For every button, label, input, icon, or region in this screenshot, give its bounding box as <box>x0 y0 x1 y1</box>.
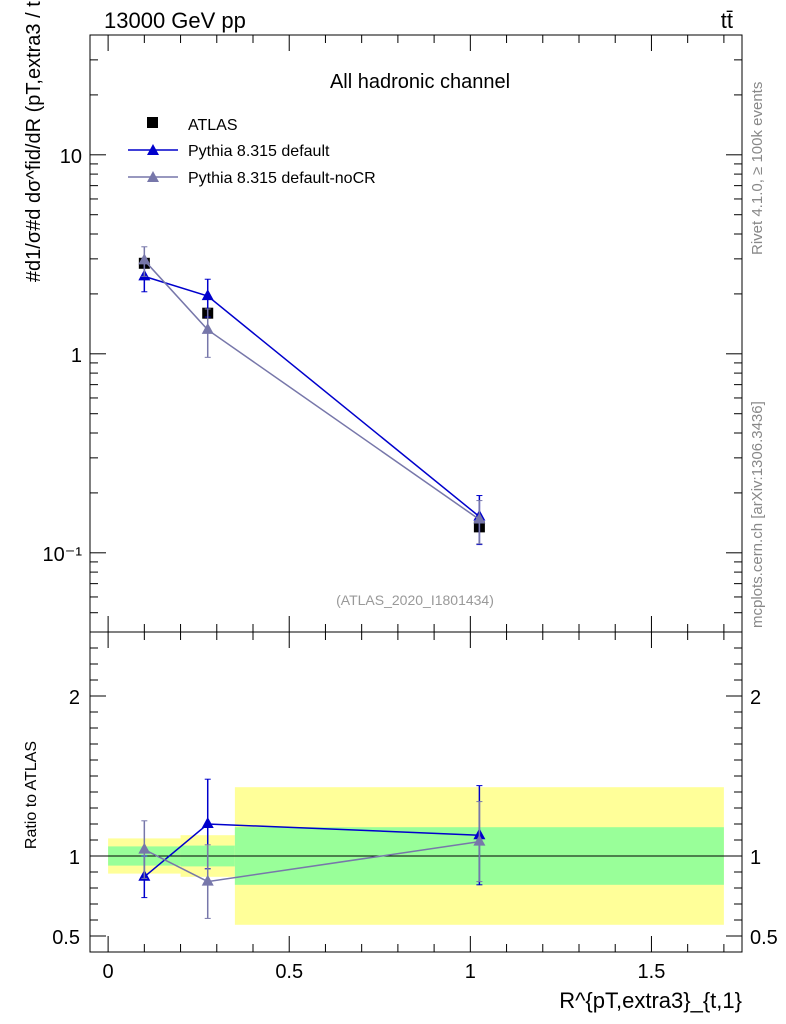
main-plot-frame <box>89 34 743 633</box>
x-tick-label: 1.5 <box>638 961 666 983</box>
ratio-data-point <box>201 817 214 828</box>
mcplots-label: mcplots.cern.ch [arXiv:1306.3436] <box>749 401 766 628</box>
ratio-data-point <box>201 874 214 886</box>
ratio-data-point <box>473 834 486 846</box>
ratio-y-tick-label-right: 0.5 <box>750 927 778 949</box>
legend-marker-atlas <box>147 117 158 128</box>
x-tick-label: 1 <box>465 961 476 983</box>
main-y-axis-label: #d1/σ#d dσ^fid/dR (pT,extra3 / t,1) <box>23 0 45 282</box>
main-y-tick-label: 1 <box>71 345 82 367</box>
legend-marker-default <box>147 144 159 155</box>
plot-title: All hadronic channel <box>330 71 510 93</box>
main-y-tick-label: 10⁻¹ <box>43 544 83 566</box>
ratio-y-tick-label-left: 2 <box>69 687 80 709</box>
process-label: tt̄ <box>721 8 733 33</box>
ratio-y-tick-label-left: 0.5 <box>52 927 80 949</box>
main-axis-ticks: 10⁻¹ 1 10 <box>43 34 742 633</box>
ratio-y-axis-label: Ratio to ATLAS <box>23 741 40 849</box>
main-y-tick-label: 10 <box>60 146 82 168</box>
ratio-series-group <box>138 778 486 919</box>
legend-marker-nocr <box>147 171 159 182</box>
legend-label-nocr: Pythia 8.315 default-noCR <box>188 170 376 187</box>
x-axis-label: R^{pT,extra3}_{t,1} <box>559 988 742 1013</box>
rivet-label: Rivet 4.1.0, ≥ 100k events <box>749 82 766 255</box>
x-tick-label: 0.5 <box>275 961 303 983</box>
mc-data-point <box>473 512 486 524</box>
legend: ATLAS Pythia 8.315 default Pythia 8.315 … <box>128 117 376 187</box>
energy-label: 13000 GeV pp <box>104 8 246 33</box>
mc-data-point <box>201 322 214 334</box>
x-tick-label: 0 <box>103 961 114 983</box>
ratio-y-tick-label-right: 2 <box>750 687 761 709</box>
main-plot-panel: 10⁻¹ 1 10 All hadronic channel (ATLAS_2020… <box>23 0 743 633</box>
main-series-group <box>138 246 486 546</box>
mc-data-point <box>201 289 214 301</box>
ratio-y-tick-label-right: 1 <box>750 847 761 869</box>
ratio-axis-ticks: 0.5 0.5 1 1 2 2 0 0.5 1 1.5 <box>52 632 778 983</box>
ratio-y-tick-label-left: 1 <box>69 847 80 869</box>
ratio-plot-panel: 0.5 0.5 1 1 2 2 0 0.5 1 1.5 Ratio to ATLAS R^{pT,… <box>23 631 778 1013</box>
analysis-label: (ATLAS_2020_I1801434) <box>336 592 494 608</box>
legend-label-atlas: ATLAS <box>188 117 238 134</box>
legend-label-default: Pythia 8.315 default <box>188 143 330 160</box>
mc-data-point <box>138 253 151 265</box>
ratio-data-point <box>138 842 151 854</box>
